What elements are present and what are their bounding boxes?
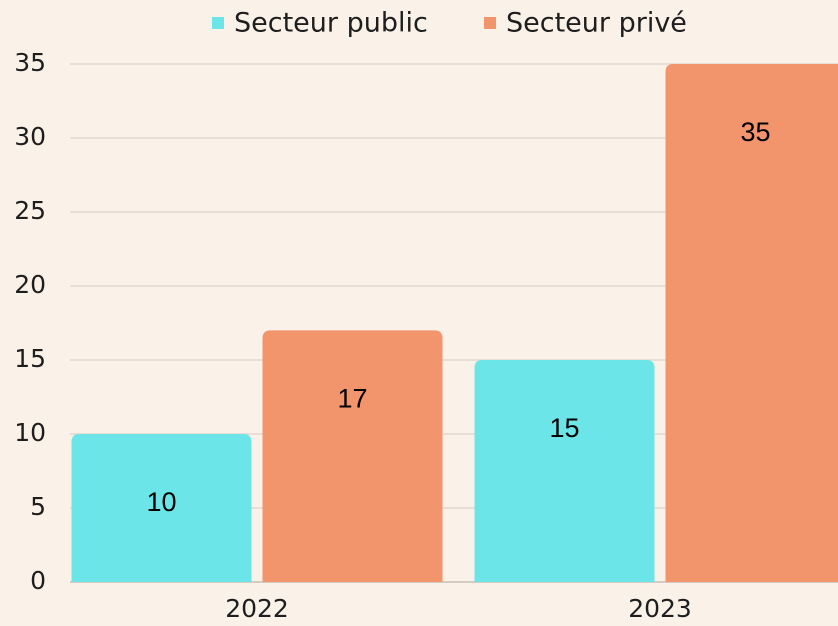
y-tick-label: 10 bbox=[14, 418, 46, 447]
x-tick-label: 2023 bbox=[628, 594, 692, 623]
legend-swatch bbox=[212, 17, 224, 29]
value-label: 15 bbox=[549, 413, 579, 443]
legend-label: Secteur public bbox=[234, 8, 428, 39]
y-tick-label: 20 bbox=[14, 270, 46, 299]
bar bbox=[665, 64, 838, 582]
y-tick-label: 30 bbox=[14, 122, 46, 151]
value-label: 35 bbox=[740, 117, 770, 147]
y-tick-label: 35 bbox=[14, 48, 46, 77]
bar bbox=[474, 360, 655, 582]
bar bbox=[262, 330, 443, 582]
value-label: 17 bbox=[337, 384, 367, 414]
bar bbox=[71, 434, 252, 582]
y-tick-label: 5 bbox=[30, 492, 46, 521]
legend-label: Secteur privé bbox=[506, 8, 687, 39]
legend-swatch bbox=[484, 17, 496, 29]
value-label: 10 bbox=[146, 487, 176, 517]
x-tick-label: 2022 bbox=[225, 594, 289, 623]
y-tick-label: 0 bbox=[30, 566, 46, 595]
y-tick-label: 25 bbox=[14, 196, 46, 225]
y-tick-label: 15 bbox=[14, 344, 46, 373]
